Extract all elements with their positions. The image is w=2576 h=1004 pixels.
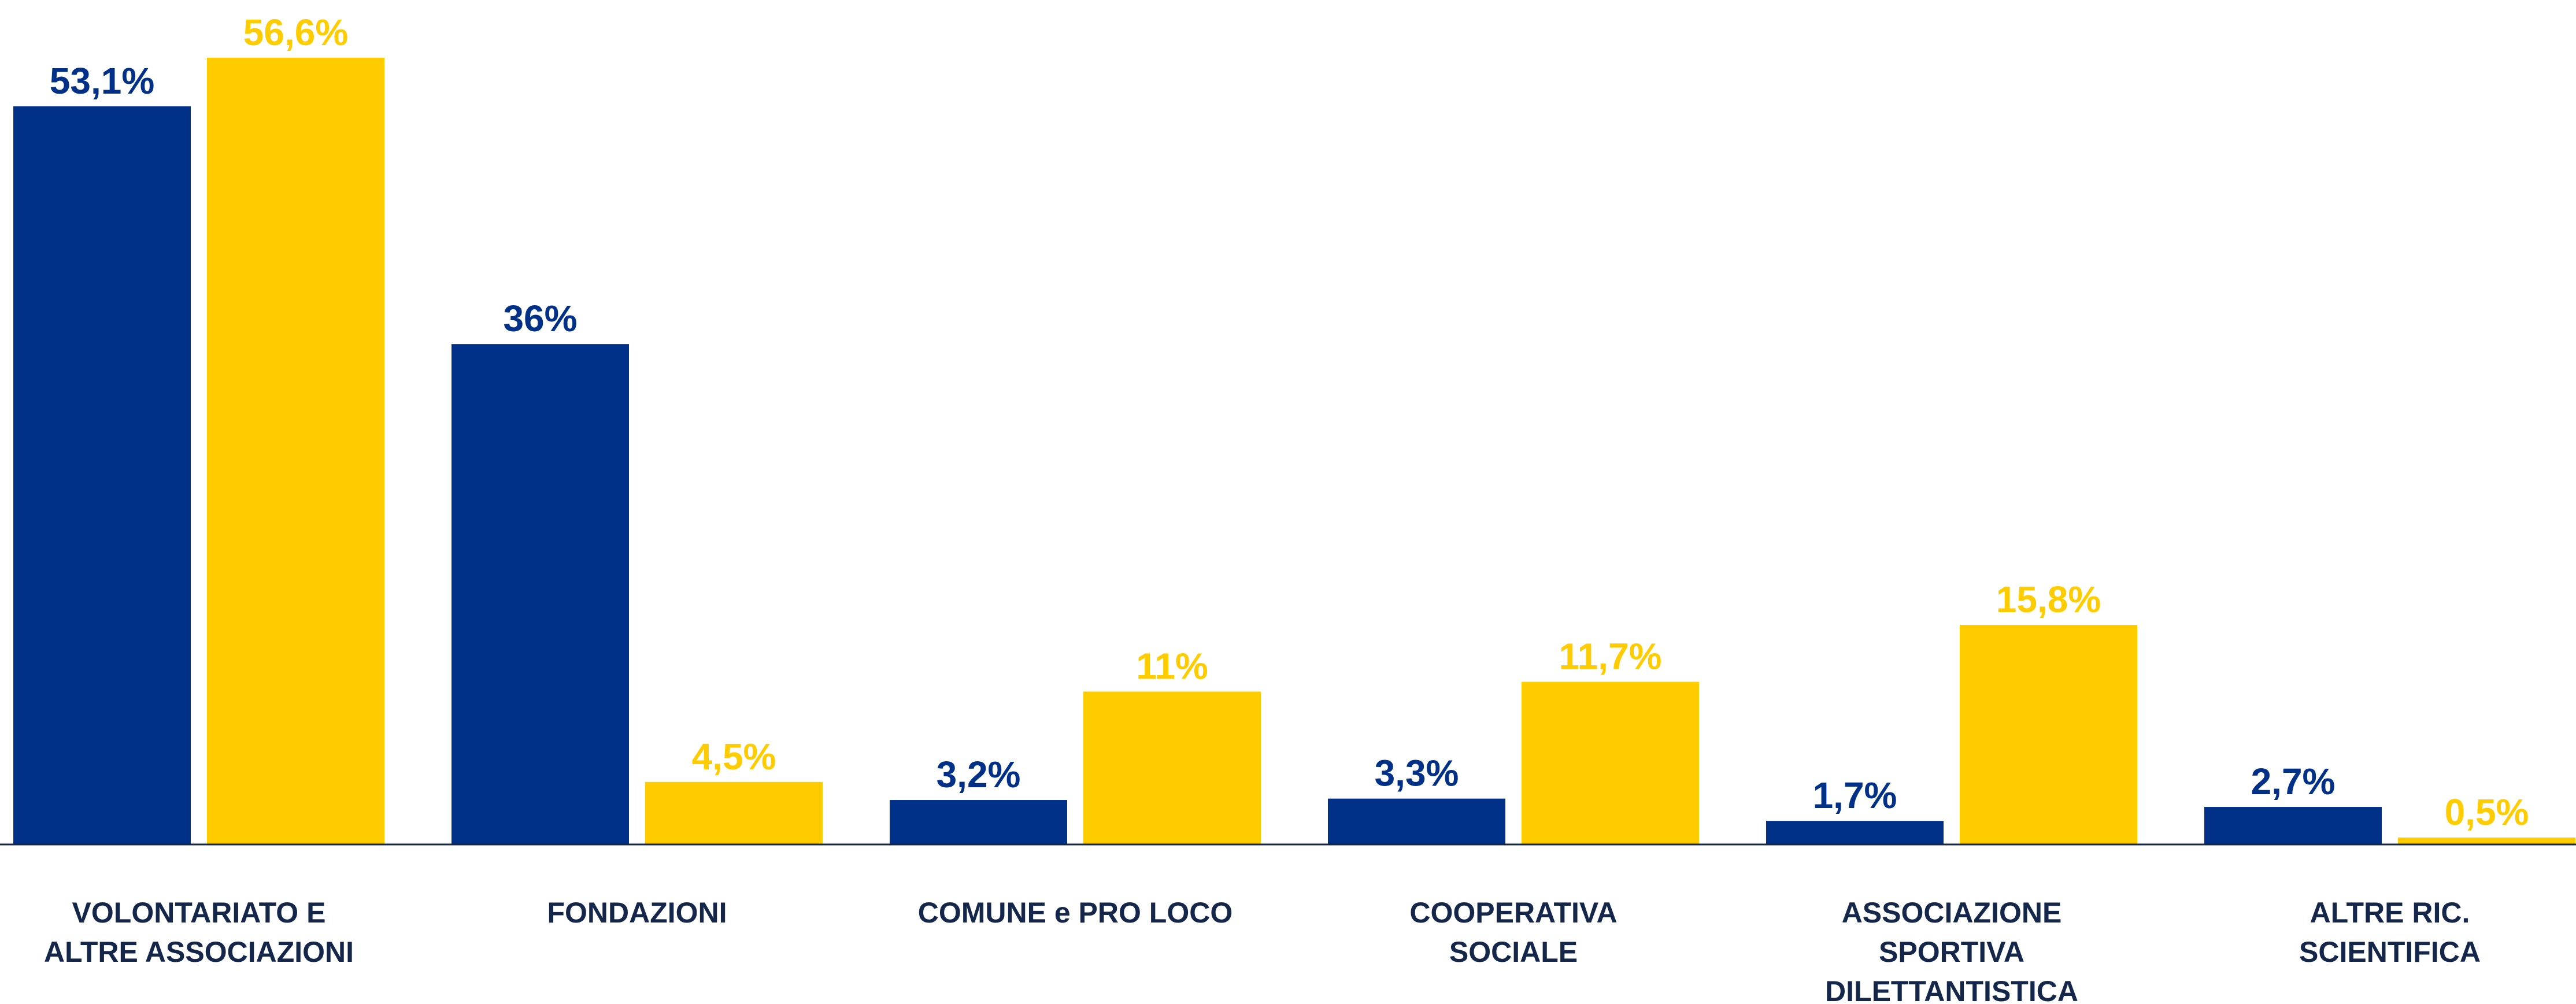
value-label: 11,7%: [1559, 636, 1662, 677]
value-label: 1,7%: [1813, 775, 1897, 816]
bar: [890, 800, 1067, 844]
value-label: 0,5%: [2445, 791, 2529, 833]
bar: [13, 106, 191, 844]
value-label: 2,7%: [2251, 761, 2336, 802]
value-label: 15,8%: [1996, 579, 2101, 620]
bar: [1960, 625, 2137, 844]
x-tick-label: COMUNE e PRO LOCO: [917, 896, 1233, 929]
bar: [1083, 691, 1261, 844]
bar: [1328, 798, 1505, 844]
value-label: 36%: [503, 298, 577, 339]
value-label: 3,2%: [937, 754, 1021, 795]
bar: [2204, 807, 2382, 844]
x-tick-label: VOLONTARIATO E ALTRE ASSOCIAZIONI: [43, 896, 354, 968]
value-label: 53,1%: [50, 60, 154, 102]
bar: [1522, 681, 1699, 844]
value-label: 4,5%: [692, 736, 776, 777]
value-label: 56,6%: [243, 12, 348, 53]
bar: [451, 344, 629, 844]
bar: [207, 57, 384, 844]
x-tick-label: ALTRE RIC. SCIENTIFICA: [2299, 896, 2481, 968]
bar: [2398, 837, 2575, 844]
value-label: 3,3%: [1375, 753, 1459, 794]
x-tick-label: COOPERATIVA SOCIALE: [1409, 896, 1618, 968]
bar: [1766, 821, 1944, 844]
x-tick-label: ASSOCIAZIONE SPORTIVA DILETTANTISTICA: [1825, 896, 2078, 1004]
bar: [645, 781, 823, 844]
x-tick-label: FONDAZIONI: [547, 896, 727, 929]
value-label: 11%: [1136, 645, 1208, 687]
